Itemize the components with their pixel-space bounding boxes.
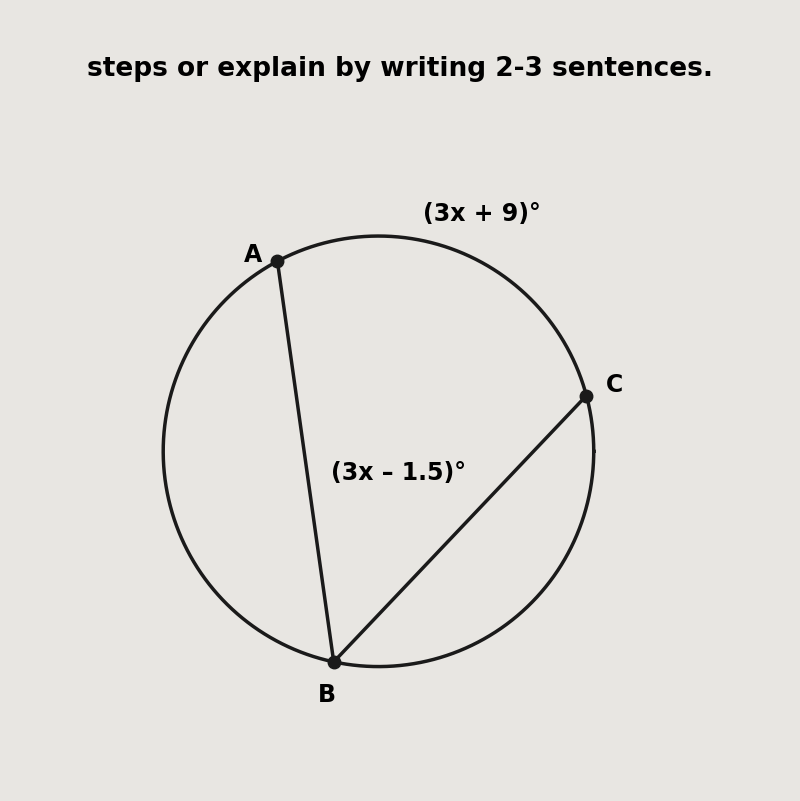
Text: steps or explain by writing 2-3 sentences.: steps or explain by writing 2-3 sentence… bbox=[87, 56, 713, 82]
Text: (3x + 9)°: (3x + 9)° bbox=[422, 203, 541, 227]
Text: A: A bbox=[244, 243, 262, 267]
Text: (3x – 1.5)°: (3x – 1.5)° bbox=[331, 461, 466, 485]
Text: C: C bbox=[606, 372, 623, 396]
Text: B: B bbox=[318, 683, 336, 707]
